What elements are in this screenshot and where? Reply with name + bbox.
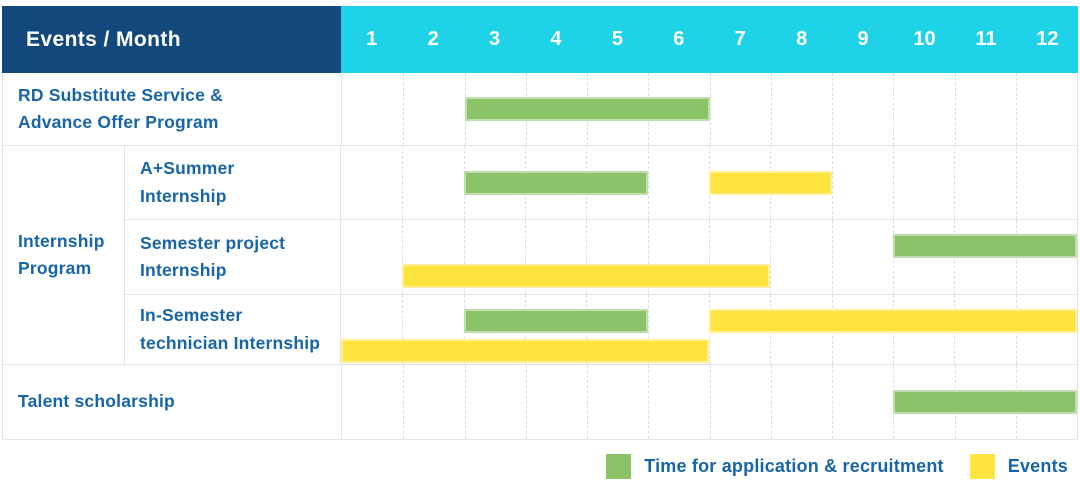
bar-application: [464, 97, 710, 121]
month-gridline: [832, 365, 833, 439]
legend-item: Events: [969, 454, 1068, 479]
row-label: Semester project Internship: [140, 232, 286, 280]
month-header-cell: 8: [796, 28, 808, 50]
month-header-cell: 1: [366, 28, 378, 50]
group-rows: A+Summer Internship Semester project Inte…: [125, 146, 1077, 364]
row-timeline: [340, 220, 1077, 294]
month-gridline: [954, 73, 956, 145]
gantt-body: RD Substitute Service & Advance Offer Pr…: [2, 73, 1078, 440]
month-header-cell: 9: [857, 28, 869, 50]
bar-application: [463, 170, 648, 195]
month-header-cell: 11: [975, 28, 997, 50]
row-label: RD Substitute Service & Advance Offer Pr…: [18, 84, 223, 132]
bar-application: [463, 309, 648, 333]
month-gridline: [402, 295, 404, 364]
month-gridline: [893, 146, 894, 219]
month-gridline: [403, 365, 405, 439]
month-gridline: [954, 146, 956, 219]
legend-item: Time for application & recruitment: [606, 454, 944, 479]
bar-events: [341, 339, 709, 363]
bar-events: [709, 170, 832, 195]
row-timeline: [341, 365, 1077, 439]
month-gridline: [1015, 73, 1017, 145]
month-header-cell: 10: [913, 28, 936, 50]
month-gridline: [402, 220, 404, 294]
month-header-cell: 4: [550, 28, 562, 50]
legend-label: Events: [1007, 456, 1068, 476]
month-gridline: [463, 220, 465, 294]
month-gridline: [770, 365, 772, 439]
row-label: Talent scholarship: [18, 391, 175, 412]
month-header-cell: 7: [734, 28, 746, 50]
month-gridline: [831, 220, 833, 294]
month-gridline: [709, 73, 711, 145]
corner-header-cell: Events / Month: [2, 6, 341, 73]
legend-swatch-events: [969, 454, 995, 479]
month-gridline: [648, 365, 650, 439]
row-timeline: [340, 295, 1077, 364]
gantt-row: In-Semester technician Internship: [125, 294, 1077, 364]
month-gridline: [525, 220, 526, 294]
gantt-row: Semester project Internship: [125, 219, 1077, 294]
bar-application: [893, 234, 1077, 258]
month-gridline: [647, 220, 649, 294]
month-gridline: [587, 365, 588, 439]
month-header-cell: 2: [427, 28, 439, 50]
gantt-row: A+Summer Internship: [125, 146, 1077, 219]
gantt-row: Talent scholarship: [3, 364, 1077, 439]
group-label: Internship Program: [3, 146, 125, 364]
row-timeline: [341, 73, 1077, 145]
month-gridline: [525, 365, 527, 439]
month-header-cell: 5: [611, 28, 623, 50]
month-gridline: [893, 73, 895, 145]
month-gridline: [831, 146, 833, 219]
month-gridline: [770, 73, 772, 145]
month-header-cell: 6: [673, 28, 685, 50]
month-header-cell: 3: [488, 28, 501, 50]
month-gridline: [709, 365, 711, 439]
month-gridline: [647, 295, 649, 364]
month-gridline: [770, 220, 772, 294]
row-label: A+Summer Internship: [140, 158, 235, 206]
month-gridline: [586, 220, 588, 294]
month-header-cell: 12: [1036, 28, 1059, 50]
month-gridline: [832, 73, 833, 145]
row-label: In-Semester technician Internship: [140, 305, 321, 353]
bar-events: [402, 264, 771, 288]
month-header-row: 1 2 3 4 5 6 7 8 9 10 11 12: [341, 6, 1078, 73]
month-gridline: [709, 220, 710, 294]
bar-events: [709, 309, 1077, 333]
gantt-row: RD Substitute Service & Advance Offer Pr…: [3, 73, 1077, 145]
table-header-row: Events / Month 1 2 3 4 5 6 7 8 9 10 11 12: [2, 6, 1078, 73]
month-gridline: [1015, 146, 1017, 219]
legend: Time for application & recruitment Events: [606, 454, 1068, 479]
gantt-table: Events / Month 1 2 3 4 5 6 7 8 9 10 11 12 RD Substi…: [2, 6, 1078, 440]
month-gridline: [403, 73, 405, 145]
legend-label: Time for application & recruitment: [644, 456, 944, 476]
month-gridline: [464, 365, 466, 439]
month-gridline: [402, 146, 404, 219]
legend-swatch-application: [606, 454, 632, 479]
row-timeline: [340, 146, 1077, 219]
group-block: Internship Program A+Summer Internship Sem…: [3, 145, 1077, 364]
month-gridline: [647, 146, 649, 219]
bar-application: [893, 390, 1077, 414]
